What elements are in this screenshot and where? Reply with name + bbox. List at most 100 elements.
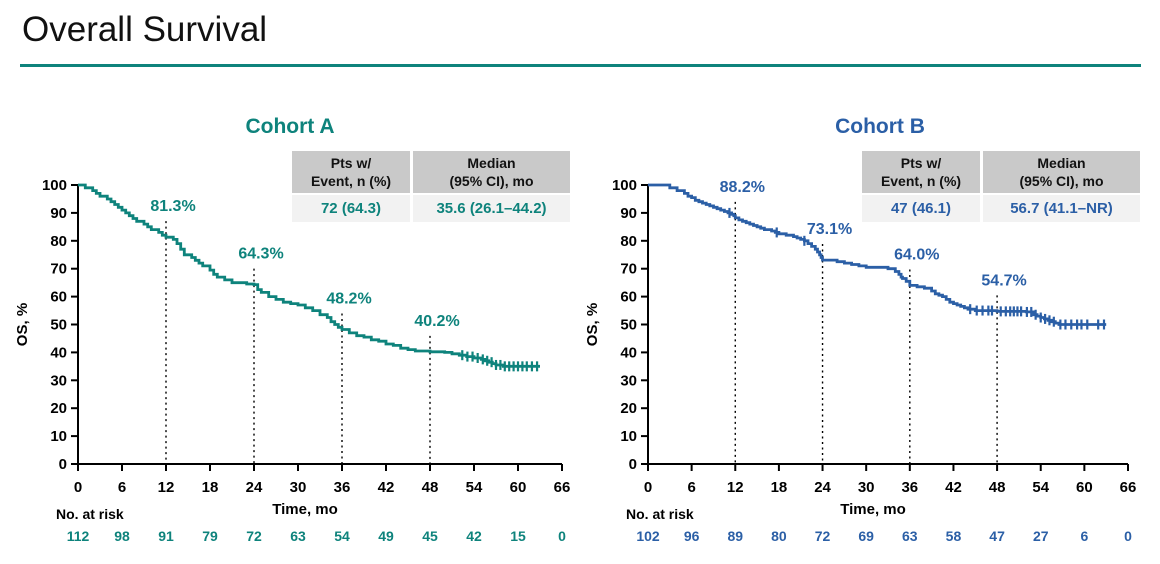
cohort-b-events-value: 47 (46.1) (862, 195, 980, 222)
no-at-risk-label: No. at risk (626, 506, 694, 522)
x-tick-label: 42 (378, 479, 395, 496)
no-at-risk-label: No. at risk (56, 506, 124, 522)
risk-count: 42 (466, 528, 482, 544)
risk-count: 45 (422, 528, 438, 544)
risk-count: 72 (815, 528, 831, 544)
x-tick-label: 12 (727, 479, 744, 496)
x-tick-label: 18 (771, 479, 788, 496)
x-axis-title: Time, mo (272, 501, 338, 518)
x-tick-label: 18 (202, 479, 219, 496)
x-tick-label: 0 (74, 479, 82, 496)
x-tick-label: 30 (290, 479, 307, 496)
cohort-b-median-header: Median (95% CI), mo (983, 151, 1140, 193)
risk-count: 96 (684, 528, 700, 544)
y-tick-label: 10 (620, 428, 637, 445)
milestone-pct-label: 54.7% (981, 272, 1026, 289)
x-axis-title: Time, mo (840, 501, 906, 518)
y-tick-label: 50 (50, 317, 67, 334)
risk-count: 89 (727, 528, 743, 544)
km-curve (78, 183, 540, 368)
x-tick-label: 36 (334, 479, 351, 496)
x-tick-label: 30 (858, 479, 875, 496)
x-tick-label: 42 (945, 479, 962, 496)
cohort-a-events-value: 72 (64.3) (292, 195, 410, 222)
x-tick-label: 66 (554, 479, 571, 496)
milestone-pct-label: 40.2% (414, 313, 459, 330)
y-tick-label: 50 (620, 317, 637, 334)
milestone-pct-label: 81.3% (150, 198, 195, 215)
x-tick-label: 12 (158, 479, 175, 496)
x-tick-label: 54 (1032, 479, 1049, 496)
risk-count: 63 (902, 528, 918, 544)
risk-count: 0 (1124, 528, 1132, 544)
x-tick-label: 6 (687, 479, 695, 496)
y-tick-label: 40 (620, 344, 637, 361)
cohort-a-title: Cohort A (245, 115, 335, 138)
x-tick-label: 54 (466, 479, 483, 496)
milestone-pct-label: 73.1% (807, 221, 852, 238)
y-tick-label: 40 (50, 344, 67, 361)
milestone-pct-label: 48.2% (326, 291, 371, 308)
y-tick-label: 90 (620, 205, 637, 222)
risk-count: 72 (246, 528, 262, 544)
cohort-a-stats-table: Pts w/ Event, n (%) Median (95% CI), mo … (292, 151, 570, 222)
y-tick-label: 100 (612, 177, 637, 194)
y-tick-label: 70 (50, 261, 67, 278)
milestone-pct-label: 64.3% (238, 246, 283, 263)
y-tick-label: 10 (50, 428, 67, 445)
risk-count: 58 (946, 528, 962, 544)
risk-count: 27 (1033, 528, 1049, 544)
cohort-a-median-value: 35.6 (26.1–44.2) (413, 195, 570, 222)
risk-count: 91 (158, 528, 174, 544)
risk-count: 102 (636, 528, 660, 544)
title-underline (20, 64, 1141, 67)
x-tick-label: 6 (118, 479, 126, 496)
risk-count: 49 (378, 528, 394, 544)
x-tick-label: 36 (901, 479, 918, 496)
km-curve (648, 183, 1107, 326)
cohort-b-stats-table: Pts w/ Event, n (%) Median (95% CI), mo … (862, 151, 1140, 222)
risk-count: 47 (989, 528, 1005, 544)
risk-count: 63 (290, 528, 306, 544)
y-tick-label: 20 (620, 400, 637, 417)
risk-count: 79 (202, 528, 218, 544)
risk-count: 54 (334, 528, 350, 544)
cohort-b-title: Cohort B (835, 115, 925, 138)
y-tick-label: 30 (620, 372, 637, 389)
y-tick-label: 60 (620, 289, 637, 306)
y-tick-label: 100 (42, 177, 67, 194)
x-tick-label: 0 (644, 479, 652, 496)
cohort-a-events-header: Pts w/ Event, n (%) (292, 151, 410, 193)
y-axis-title: OS, % (14, 303, 31, 346)
y-tick-label: 0 (59, 456, 67, 473)
y-tick-label: 30 (50, 372, 67, 389)
risk-count: 0 (558, 528, 566, 544)
y-tick-label: 90 (50, 205, 67, 222)
x-tick-label: 66 (1120, 479, 1137, 496)
risk-count: 6 (1080, 528, 1088, 544)
x-tick-label: 60 (1076, 479, 1093, 496)
cohort-b-events-header: Pts w/ Event, n (%) (862, 151, 980, 193)
y-tick-label: 60 (50, 289, 67, 306)
km-chart-cohort-a: 0 6 12 18 24 30 36 42 48 54 60 66 0 10 20 30 40 50 60 70 80 9… (14, 177, 571, 544)
milestone-pct-label: 64.0% (894, 246, 939, 263)
cohort-b-median-value: 56.7 (41.1–NR) (983, 195, 1140, 222)
y-tick-label: 80 (620, 233, 637, 250)
y-axis-title: OS, % (584, 303, 601, 346)
risk-count: 69 (858, 528, 874, 544)
y-tick-label: 80 (50, 233, 67, 250)
risk-count: 112 (67, 528, 90, 544)
risk-count: 80 (771, 528, 787, 544)
page-title: Overall Survival (22, 10, 268, 49)
y-tick-label: 70 (620, 261, 637, 278)
x-tick-label: 60 (510, 479, 527, 496)
x-tick-label: 24 (246, 479, 263, 496)
risk-count: 98 (114, 528, 130, 544)
cohort-a-median-header: Median (95% CI), mo (413, 151, 570, 193)
risk-count: 15 (510, 528, 526, 544)
x-tick-label: 48 (422, 479, 439, 496)
y-tick-label: 20 (50, 400, 67, 417)
km-chart-cohort-b: 0 6 12 18 24 30 36 42 48 54 60 66010203040506070809… (584, 177, 1137, 544)
milestone-pct-label: 88.2% (720, 179, 765, 196)
